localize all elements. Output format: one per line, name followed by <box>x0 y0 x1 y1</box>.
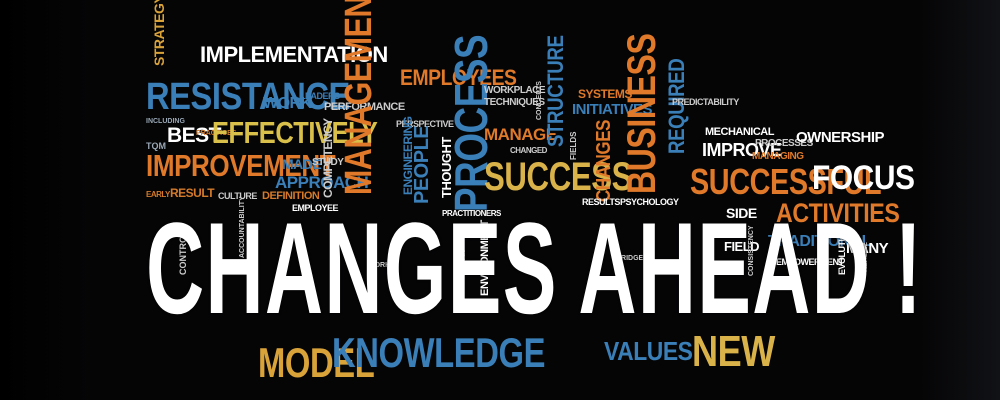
word-made: MADE <box>282 156 322 172</box>
word-knowledge: KNOWLEDGE <box>332 329 546 376</box>
word-changes: CHANGES <box>593 119 615 202</box>
word-systems: SYSTEMS <box>578 87 632 101</box>
word-including: INCLUDING <box>146 118 185 125</box>
word-culture: CULTURE <box>218 191 257 201</box>
headline-changes-ahead: CHANGES AHEAD ! <box>146 195 923 341</box>
word-perspective: PERSPECTIVE <box>396 119 454 129</box>
left-shadow <box>0 0 90 400</box>
word-techniques: TECHNIQUES <box>484 97 545 108</box>
word-values: VALUES <box>604 336 693 366</box>
word-bridges: BRIDGES <box>616 255 648 262</box>
word-processes: PROCESSES <box>755 138 813 149</box>
word-structure: STRUCTURE <box>543 35 568 147</box>
word-management: MANAGEMENT <box>338 0 380 195</box>
word-activities: ACTIVITIES <box>776 198 900 228</box>
word-implementation: IMPLEMENTATION <box>200 42 388 67</box>
word-study: STUDY <box>312 157 344 168</box>
word-changed: CHANGED <box>510 146 547 155</box>
word-workplace: WORKPLACE <box>484 85 546 96</box>
word-manage: MANAGE <box>484 125 557 144</box>
word-people: PEOPLE <box>411 125 433 204</box>
word-result: RESULT <box>170 186 215 200</box>
word-many: MANY <box>846 240 889 257</box>
word-fields: FIELDS <box>569 131 578 160</box>
word-practitioners: PRACTITIONERS <box>442 209 501 218</box>
word-employee: EMPLOYEE <box>292 203 339 213</box>
word-new: NEW <box>692 327 775 376</box>
word-concepts: CONCEPTS <box>536 81 543 120</box>
word-tqm: TQM <box>146 141 166 151</box>
word-strategy: STRATEGY <box>151 0 167 66</box>
word-approach: APPROACH <box>275 173 369 192</box>
word-performance: PERFORMANCE <box>324 101 405 113</box>
word-resistance: RESISTANCE <box>146 76 350 118</box>
right-shadow <box>920 0 1000 400</box>
word-initiatives: INITIATIVES <box>572 101 653 118</box>
word-ownership: OWNERSHIP <box>796 129 885 146</box>
word-best: BEST <box>167 124 222 147</box>
word-effectively: EFFECTIVELY <box>212 115 378 150</box>
word-practices: PRACTICES <box>196 130 237 137</box>
word-managing: MANAGING <box>752 151 804 162</box>
word-traditional: TRADITIONAL <box>768 233 871 250</box>
word-successful: SUCCESSFUL <box>690 161 882 202</box>
word-leaders: LEADERS <box>300 91 340 101</box>
word-field: FIELD <box>724 239 760 254</box>
word-mechanical: MECHANICAL <box>705 126 774 138</box>
word-definition: DEFINITION <box>262 190 320 202</box>
word-business: BUSINESS <box>620 33 664 194</box>
word-empowerment: EMPOWERMENT <box>776 257 844 267</box>
word-early: EARLY <box>146 190 170 199</box>
word-improve: IMPROVE <box>702 140 782 160</box>
word-results: RESULTS <box>582 197 620 207</box>
word-work-small: WORK <box>368 262 391 269</box>
word-competency: COMPETENCY <box>321 118 335 198</box>
word-focus: FOCUS <box>812 159 915 197</box>
word-improvement: IMPROVEMENT <box>146 148 336 183</box>
word-predictability: PREDICTABILITY <box>672 97 739 107</box>
word-work: WORK <box>263 95 312 112</box>
word-employees: EMPLOYEES <box>400 65 517 90</box>
word-model: MODEL <box>258 339 375 386</box>
word-psychology: PSYCHOLOGY <box>620 197 679 207</box>
word-success: SUCCESS <box>484 155 633 199</box>
word-side: SIDE <box>726 205 757 221</box>
